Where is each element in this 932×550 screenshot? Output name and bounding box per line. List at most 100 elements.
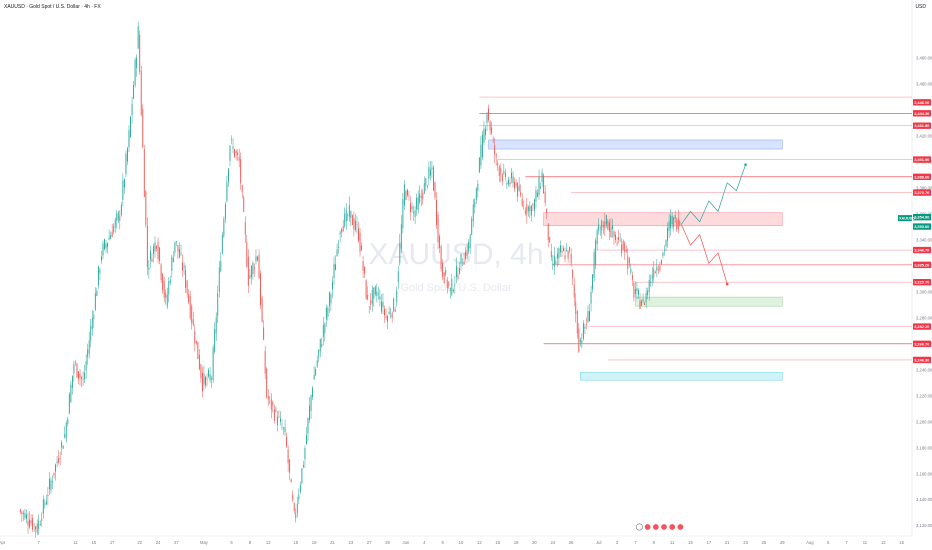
candle-body: [480, 144, 482, 166]
y-tick-label: 3,240.00: [916, 367, 932, 372]
candle-body: [630, 268, 632, 273]
candle-body: [405, 191, 407, 201]
candle-body: [540, 186, 542, 189]
price-label: 3,446.00: [914, 100, 929, 105]
candle-body: [166, 294, 168, 307]
candle-body: [319, 338, 321, 352]
candle-body: [457, 274, 459, 279]
candle-body: [145, 191, 147, 225]
candle-body: [370, 300, 372, 305]
candle-body: [287, 449, 289, 464]
candle-body: [335, 264, 336, 271]
candle-body: [537, 192, 538, 198]
candle-body: [267, 396, 269, 399]
candle-body: [146, 225, 148, 268]
price-label: 3,246.30: [914, 357, 929, 362]
candle-body: [543, 175, 545, 194]
candle-body: [156, 246, 157, 249]
candle-body: [345, 209, 347, 222]
candle-body: [462, 265, 463, 266]
candle-body: [231, 139, 232, 140]
candle-body: [393, 298, 395, 311]
candle-body: [76, 363, 78, 378]
candle-body: [88, 340, 90, 354]
candle-body: [171, 256, 173, 271]
candle-body: [74, 362, 76, 363]
price-label: 3,282.20: [914, 324, 929, 329]
candle-body: [549, 236, 551, 243]
candle-body: [578, 328, 580, 353]
candle-body: [286, 436, 288, 447]
candle-body: [252, 262, 254, 275]
candle-body: [517, 182, 519, 197]
candle-body: [503, 170, 505, 174]
candle-body: [659, 266, 661, 271]
candle-body: [612, 225, 613, 230]
candle-body: [394, 309, 396, 312]
candle-body: [599, 227, 601, 228]
candle-body: [353, 218, 355, 230]
candle-body: [148, 267, 150, 270]
price-label-box: [913, 122, 931, 129]
candle-body: [400, 224, 402, 249]
candle-body: [662, 252, 664, 256]
candle-body: [157, 241, 159, 259]
candle-body: [214, 329, 216, 352]
candle-body: [452, 289, 454, 292]
candle-body: [250, 266, 252, 278]
x-tick-label: 22: [137, 540, 142, 545]
candle-body: [627, 255, 629, 270]
x-tick-label: 11: [670, 540, 675, 545]
candle-body: [515, 183, 517, 186]
candle-body: [474, 201, 476, 208]
candle-body: [266, 368, 268, 398]
candle-body: [179, 249, 180, 258]
candle-body: [434, 182, 436, 198]
y-tick-label: 3,220.00: [916, 393, 932, 398]
candle-body: [33, 524, 35, 525]
currency-label: USD: [915, 4, 926, 10]
candle-body: [495, 154, 497, 157]
candle-body: [137, 26, 139, 49]
candle-body: [362, 261, 364, 271]
candle-body: [127, 148, 128, 162]
candle-body: [211, 378, 213, 380]
candle-body: [348, 205, 350, 217]
candle-body: [328, 292, 330, 307]
x-tick-label: 26: [569, 540, 574, 545]
candle-body: [550, 250, 552, 258]
price-label-box: [913, 340, 931, 348]
x-tick-label: 27: [367, 540, 372, 545]
price-label: 3,431.80: [914, 123, 929, 128]
candle-body: [301, 468, 303, 483]
candle-body: [172, 257, 174, 262]
x-tick-label: 7: [845, 540, 848, 545]
candle-body: [633, 283, 635, 298]
candle-body: [154, 242, 156, 252]
candle-body: [628, 258, 630, 264]
candle-body: [385, 316, 387, 318]
candle-body: [639, 300, 641, 309]
candle-body: [226, 182, 228, 201]
candle-body: [439, 236, 441, 248]
candle-body: [618, 237, 620, 240]
candle-body: [679, 220, 681, 226]
candle-body: [341, 229, 343, 233]
candle-body: [258, 254, 260, 279]
candle-body: [21, 511, 23, 515]
candle-body: [489, 121, 491, 131]
candle-body: [664, 249, 665, 251]
candle-body: [93, 315, 95, 319]
event-icon: [652, 523, 660, 531]
candle-body: [48, 478, 50, 490]
candle-body: [654, 271, 656, 273]
candle-body: [309, 405, 310, 420]
x-tick-label: 20: [532, 540, 537, 545]
candle-body: [307, 417, 309, 434]
candle-body: [102, 243, 104, 256]
x-tick-label: 7: [634, 540, 637, 545]
candle-body: [463, 261, 465, 265]
candle-body: [507, 180, 509, 185]
